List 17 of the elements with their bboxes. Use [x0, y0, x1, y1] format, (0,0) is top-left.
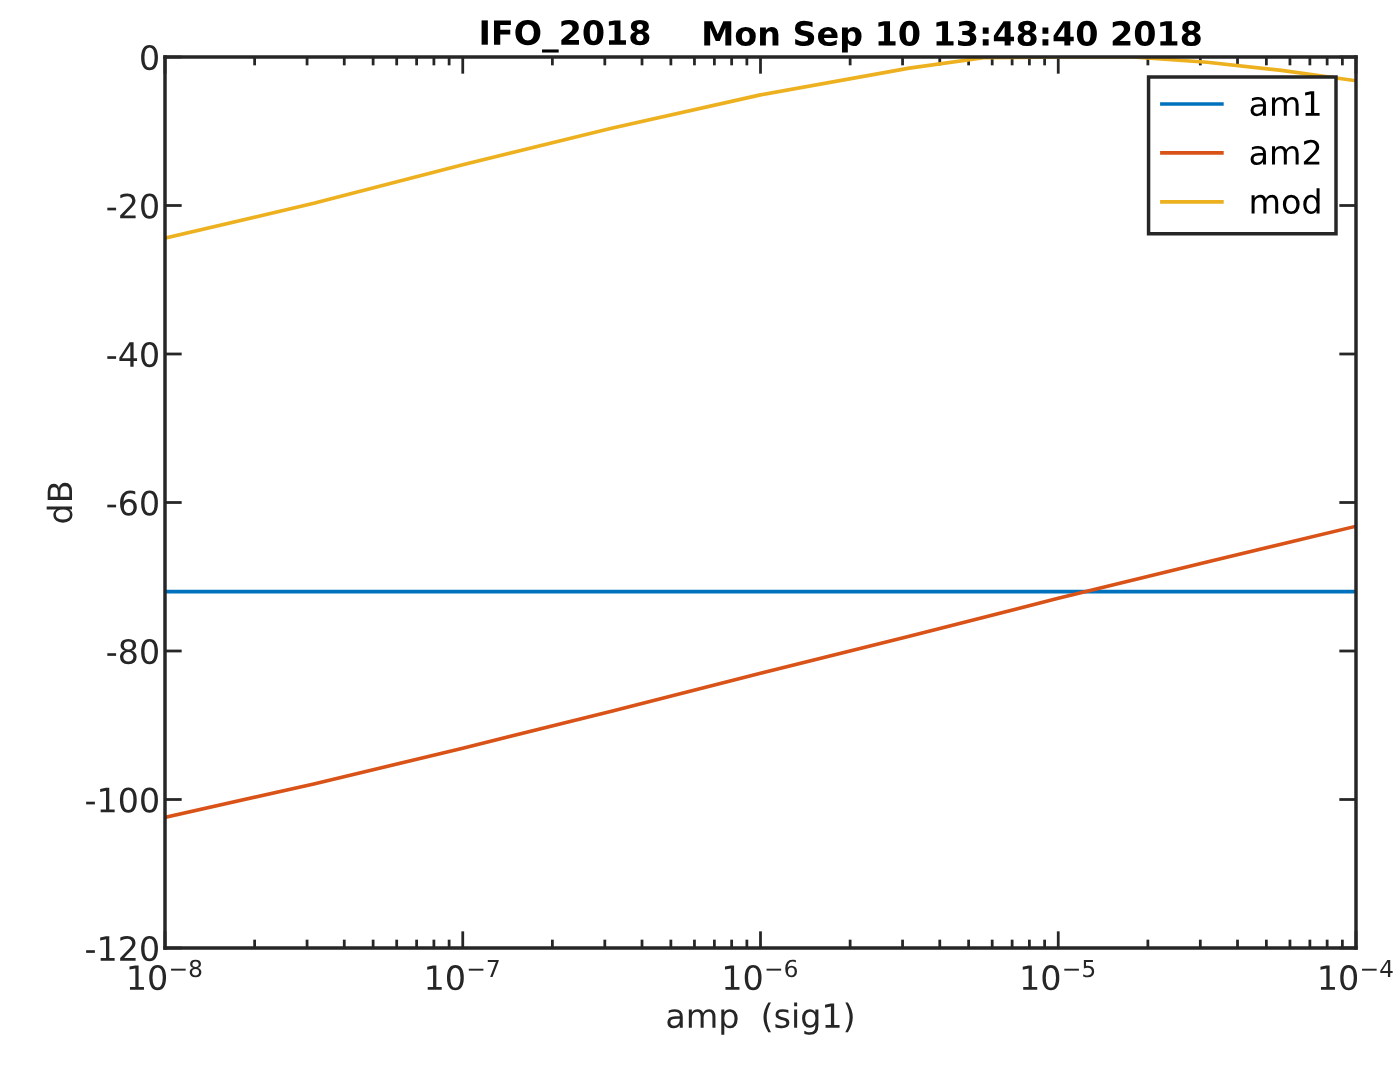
y-tick-label: -80	[107, 638, 158, 665]
chart-title: IFO_2018	[481, 19, 650, 53]
y-tick-label: -60	[107, 490, 158, 516]
x-tick-label: 10$^{−4}$	[1320, 959, 1393, 991]
y-tick-label: 0	[141, 44, 158, 71]
y-tick-label: -20	[107, 193, 158, 219]
legend-label: am1	[1250, 91, 1320, 117]
x-tick-label: 10$^{−6}$	[724, 959, 797, 991]
chart-subtitle: Mon Sep 10 13:48:40 2018	[704, 20, 1201, 53]
x-tick-label: 10$^{−5}$	[1022, 959, 1095, 991]
y-axis-title: dB	[46, 482, 73, 523]
y-tick-label: -40	[107, 341, 158, 368]
legend-label: mod	[1251, 188, 1320, 214]
x-tick-label: 10$^{−7}$	[427, 959, 499, 991]
x-axis-title: amp (sig1)	[667, 1002, 853, 1035]
legend-label: am2	[1250, 139, 1320, 166]
y-tick-label: -100	[86, 787, 158, 813]
